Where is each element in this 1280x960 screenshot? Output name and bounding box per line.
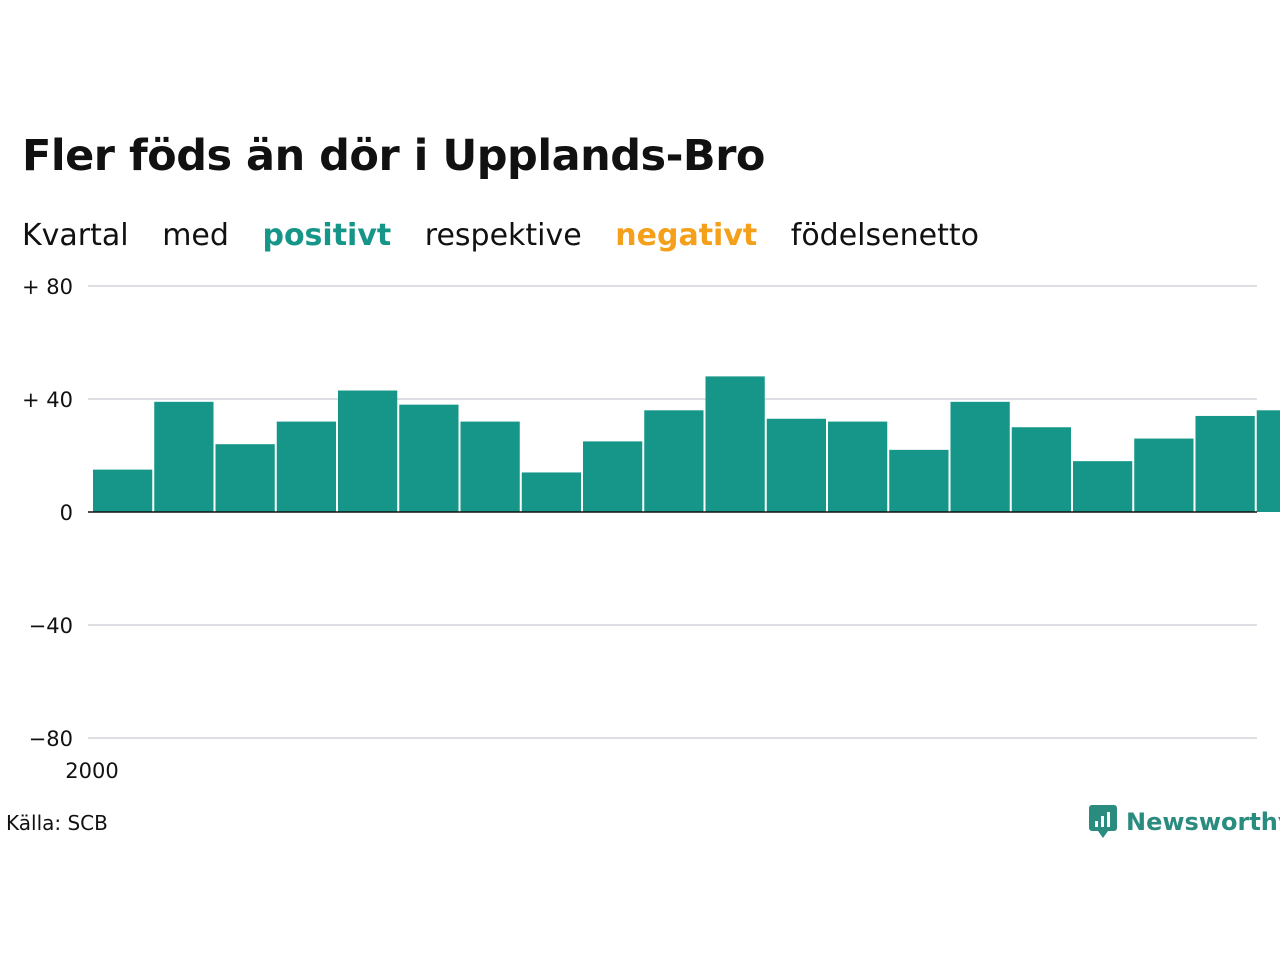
- bar: [1134, 438, 1194, 512]
- y-tick-label: −80: [29, 727, 73, 751]
- chart-title: Fler föds än dör i Upplands-Bro: [22, 131, 765, 181]
- bar: [950, 401, 1010, 512]
- x-tick-label: 2000: [65, 759, 118, 783]
- bar: [338, 390, 398, 512]
- bar: [583, 441, 643, 513]
- gridlines: [88, 285, 1257, 739]
- y-tick-label: + 40: [22, 388, 73, 412]
- bar: [521, 472, 581, 512]
- legend-positive-label: positivt: [262, 218, 392, 253]
- y-tick-label: −40: [29, 614, 73, 638]
- bar: [1073, 461, 1133, 512]
- bar: [889, 449, 949, 512]
- brand-name: Newsworthy: [1126, 808, 1280, 836]
- y-tick-label: + 80: [22, 275, 73, 299]
- y-tick-label: 0: [60, 501, 73, 525]
- subtitle-word: födelsenetto: [790, 218, 979, 253]
- bar: [1256, 410, 1280, 512]
- bars: [93, 376, 1280, 513]
- bar: [399, 404, 459, 512]
- subtitle-word: Kvartal: [22, 218, 129, 253]
- subtitle-word: respektive: [424, 218, 582, 253]
- legend-negative-label: negativt: [615, 218, 758, 253]
- bar: [705, 376, 765, 512]
- bar: [766, 418, 826, 512]
- bar-chart: + 80+ 400−40−8020002005201020152020: [22, 275, 1280, 783]
- bar: [1195, 415, 1255, 512]
- bar: [93, 469, 153, 513]
- newsworthy-logo-icon: [1089, 805, 1117, 838]
- axes: + 80+ 400−40−8020002005201020152020: [22, 275, 1257, 783]
- chart-subtitle: Kvartal med positivt respektive negativt…: [22, 218, 1003, 253]
- bar: [276, 421, 336, 512]
- source-note: Källa: SCB: [6, 811, 108, 835]
- bar: [644, 410, 704, 512]
- bar: [154, 401, 214, 512]
- bar: [1011, 427, 1071, 512]
- bar: [215, 444, 275, 512]
- bar: [460, 421, 520, 512]
- bar: [828, 421, 888, 512]
- subtitle-word: med: [162, 218, 229, 253]
- brand-logo: Newsworthy: [1088, 804, 1280, 840]
